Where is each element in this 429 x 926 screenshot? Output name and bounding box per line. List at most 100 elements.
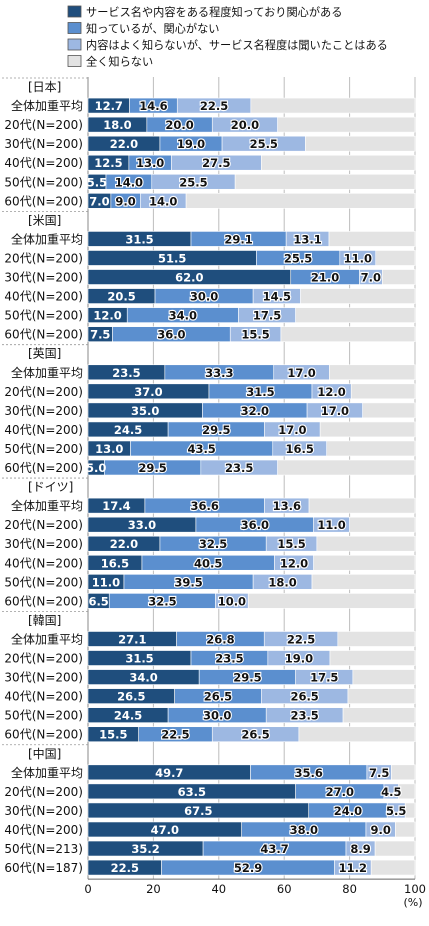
- data-label: 12.7: [95, 99, 123, 113]
- data-label: 14.6: [139, 99, 167, 113]
- row-label: 30代(N=200): [4, 537, 83, 551]
- data-label: 23.5: [290, 709, 318, 723]
- data-label: 25.5: [284, 251, 312, 265]
- data-label: 9.0: [115, 194, 135, 208]
- group-label-2: [米国]: [28, 213, 61, 227]
- legend-swatch-1: [67, 5, 82, 18]
- data-label: 67.5: [184, 804, 212, 818]
- row-label: 全体加重平均: [11, 631, 83, 646]
- data-label: 19.0: [177, 137, 205, 151]
- data-label: 16.5: [286, 442, 314, 456]
- row-label: 40代(N=200): [4, 690, 83, 704]
- row-label: 40代(N=200): [4, 423, 83, 437]
- data-label: 27.1: [118, 632, 146, 646]
- row-label: 60代(N=200): [4, 594, 83, 608]
- data-label: 40.5: [194, 556, 222, 570]
- row-label: 60代(N=200): [4, 461, 83, 475]
- data-label: 7.5: [90, 328, 110, 342]
- data-label: 14.0: [115, 175, 143, 189]
- data-label: 36.6: [191, 499, 219, 513]
- bar-segment-5-1-4: [337, 631, 416, 647]
- data-label: 11.0: [344, 251, 372, 265]
- data-label: 18.0: [103, 118, 131, 132]
- row-label: 40代(N=200): [4, 556, 83, 570]
- data-label: 4.5: [381, 785, 401, 799]
- data-label: 23.5: [215, 652, 243, 666]
- x-tick-label-100: 100: [404, 882, 426, 896]
- data-label: 7.5: [369, 766, 389, 780]
- bar-segment-3-6-4: [277, 459, 416, 476]
- legend-swatch-3: [67, 38, 82, 51]
- bar-segment-6-4-4: [395, 821, 416, 838]
- data-label: 25.5: [250, 137, 278, 151]
- data-label: 25.5: [179, 175, 207, 189]
- x-tick-label-0: 0: [84, 882, 91, 896]
- bar-segment-4-2-4: [349, 516, 416, 533]
- data-label: 26.5: [241, 728, 269, 742]
- data-label: 31.5: [125, 652, 153, 666]
- data-label: 11.2: [339, 861, 367, 875]
- legend-swatch-2: [67, 22, 82, 34]
- data-label: 34.0: [169, 309, 197, 323]
- data-label: 27.5: [202, 156, 230, 170]
- data-label: 29.5: [202, 423, 230, 437]
- data-label: 26.8: [206, 632, 234, 646]
- data-label: 12.0: [280, 556, 308, 570]
- row-label: 全体加重平均: [11, 231, 83, 246]
- row-label: 20代(N=200): [4, 652, 83, 666]
- data-label: 43.7: [260, 842, 288, 856]
- bar-segment-2-3-4: [381, 269, 416, 285]
- bar-segment-4-1-4: [308, 497, 416, 514]
- data-label: 22.0: [110, 537, 138, 551]
- data-label: 12.5: [94, 156, 122, 170]
- bar-segment-2-1-4: [328, 231, 416, 247]
- row-label: 50代(N=200): [4, 442, 83, 456]
- data-label: 18.0: [268, 575, 296, 589]
- data-label: 22.5: [287, 632, 315, 646]
- data-label: 33.3: [205, 366, 233, 380]
- data-label: 39.5: [174, 575, 202, 589]
- data-label: 14.0: [149, 194, 177, 208]
- x-tick-label-60: 60: [277, 882, 292, 896]
- bar-segment-6-6-4: [370, 859, 416, 876]
- bar-segment-5-6-4: [298, 726, 416, 743]
- data-label: 29.1: [224, 232, 252, 246]
- row-label: 20代(N=200): [4, 518, 83, 532]
- group-label-3: [英国]: [28, 347, 61, 361]
- data-label: 9.0: [370, 823, 390, 837]
- row-label: 50代(N=213): [4, 842, 83, 856]
- row-label: 40代(N=200): [4, 823, 83, 837]
- data-label: 12.0: [317, 385, 345, 399]
- data-label: 32.0: [241, 404, 269, 418]
- row-label: 60代(N=200): [4, 728, 83, 742]
- group-label-4: [ドイツ]: [28, 480, 73, 494]
- group-label-6: [中国]: [28, 746, 61, 761]
- bar-segment-6-3-4: [404, 802, 416, 819]
- data-label: 31.5: [246, 385, 274, 399]
- data-label: 5.5: [87, 175, 107, 189]
- data-label: 27.0: [326, 785, 354, 799]
- data-label: 13.0: [95, 442, 123, 456]
- row-label: 50代(N=200): [4, 709, 83, 723]
- group-label-5: [韓国]: [28, 613, 61, 627]
- data-label: 13.1: [293, 232, 321, 246]
- bar-segment-2-6-4: [280, 326, 416, 342]
- row-label: 30代(N=200): [4, 671, 83, 685]
- data-label: 11.0: [317, 518, 345, 532]
- data-label: 5.5: [386, 804, 406, 818]
- row-label: 50代(N=200): [4, 309, 83, 323]
- data-label: 37.0: [134, 385, 162, 399]
- bar-segment-1-3-4: [305, 135, 416, 152]
- row-label: 30代(N=200): [4, 804, 83, 818]
- data-label: 36.0: [157, 328, 185, 342]
- x-axis-unit: (%): [403, 896, 422, 909]
- data-label: 33.0: [128, 518, 156, 532]
- data-label: 32.5: [199, 537, 227, 551]
- bar-segment-4-5-4: [311, 574, 416, 590]
- data-label: 14.5: [263, 290, 291, 304]
- bar-segment-2-5-4: [295, 307, 416, 323]
- data-label: 62.0: [175, 271, 203, 285]
- bar-segment-2-2-4: [375, 250, 416, 266]
- chart-legend: サービス名や内容をある程度知っており関心がある知っているが、関心がない内容はよく…: [67, 5, 388, 69]
